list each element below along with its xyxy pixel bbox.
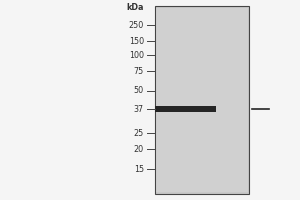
Text: 50: 50 [134, 86, 144, 95]
Text: 75: 75 [134, 66, 144, 75]
Text: 100: 100 [129, 50, 144, 60]
Text: 15: 15 [134, 164, 144, 173]
Text: kDa: kDa [127, 3, 144, 12]
Bar [154, 6, 249, 194]
Text: 20: 20 [134, 144, 144, 154]
Bar [154, 106, 216, 112]
Text: 37: 37 [134, 104, 144, 114]
Text: 150: 150 [129, 36, 144, 46]
Bar [156, 8, 248, 192]
Text: 25: 25 [134, 129, 144, 138]
Text: 250: 250 [129, 21, 144, 29]
